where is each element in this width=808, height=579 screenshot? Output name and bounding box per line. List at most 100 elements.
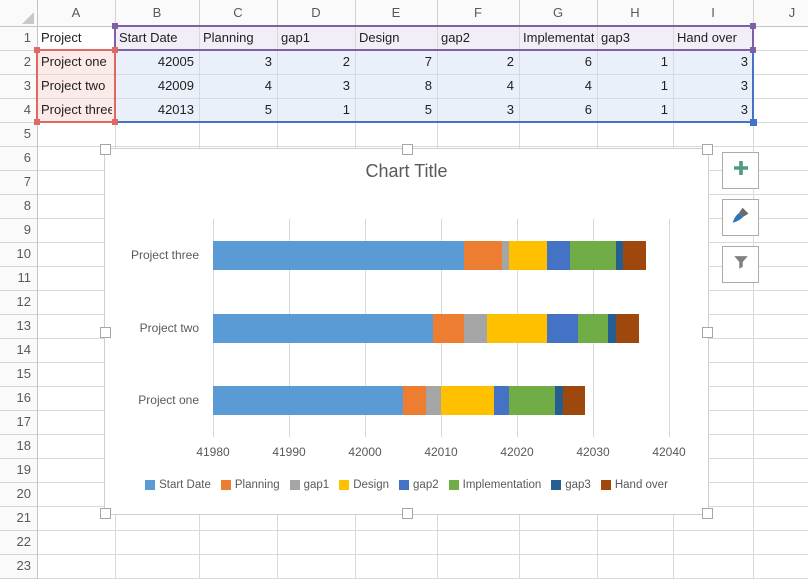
category-range-handle[interactable] — [112, 119, 118, 125]
cell-value[interactable]: 3 — [740, 54, 748, 69]
chart-resize-handle[interactable] — [702, 144, 713, 155]
legend-item[interactable]: Start Date — [145, 479, 211, 491]
row-header-5[interactable]: 5 — [23, 126, 31, 141]
chart-resize-handle[interactable] — [402, 508, 413, 519]
bar-segment-planning[interactable] — [463, 240, 502, 270]
bar-segment-design[interactable] — [509, 240, 548, 270]
cell-value[interactable]: 6 — [584, 102, 592, 117]
value-range-handle[interactable] — [749, 118, 757, 126]
x-axis-tick-label[interactable]: 42010 — [424, 445, 458, 459]
cell-value[interactable]: 4 — [506, 78, 514, 93]
category-axis-label[interactable]: Project two — [139, 320, 199, 335]
chart-title[interactable]: Chart Title — [365, 161, 448, 181]
cell-header[interactable]: Project — [41, 30, 82, 45]
column-header-d[interactable]: D — [311, 5, 321, 20]
legend-item[interactable]: gap1 — [289, 479, 329, 491]
row-header-13[interactable]: 13 — [16, 318, 31, 333]
cell-header[interactable]: Start Date — [119, 30, 178, 45]
cell-value[interactable]: 4 — [264, 78, 272, 93]
row-header-15[interactable]: 15 — [16, 366, 31, 381]
bar-segment-gap2[interactable] — [547, 313, 578, 343]
category-axis-label[interactable]: Project three — [130, 247, 199, 262]
category-axis-label[interactable]: Project one — [138, 393, 199, 408]
cell-header[interactable]: Design — [359, 30, 400, 45]
column-header-g[interactable]: G — [552, 5, 564, 20]
chart-resize-handle[interactable] — [402, 144, 413, 155]
row-header-3[interactable]: 3 — [23, 78, 31, 93]
row-header-9[interactable]: 9 — [23, 222, 31, 237]
cell-value[interactable]: 3 — [740, 78, 748, 93]
bar-segment-start-date[interactable] — [213, 240, 464, 270]
chart-object[interactable]: Chart Title 41980 41990 42000 42010 42020 420… — [100, 144, 713, 519]
chart-resize-handle[interactable] — [100, 327, 111, 338]
legend-item[interactable]: Hand over — [600, 479, 668, 491]
legend-item[interactable]: Design — [339, 479, 389, 491]
chart-legend[interactable]: Start Date Planning gap1 Design gap2 Implemen… — [105, 479, 708, 491]
cell-value[interactable]: 42009 — [157, 78, 194, 93]
bar-segment-hand-over[interactable] — [623, 240, 647, 270]
row-header-1[interactable]: 1 — [23, 30, 31, 45]
row-header-22[interactable]: 22 — [16, 534, 31, 549]
column-header-c[interactable]: C — [233, 5, 243, 20]
cell-header[interactable]: Planning — [203, 30, 254, 45]
cell-project-name[interactable]: Project three — [41, 102, 112, 117]
row-header-17[interactable]: 17 — [16, 414, 31, 429]
category-range-handle[interactable] — [112, 47, 118, 53]
bar-segment-gap1[interactable] — [425, 386, 441, 416]
row-header-6[interactable]: 6 — [23, 150, 31, 165]
cell-value[interactable]: 1 — [660, 54, 668, 69]
cell-value[interactable]: 1 — [342, 102, 350, 117]
row-header-8[interactable]: 8 — [23, 198, 31, 213]
cell-value[interactable]: 5 — [424, 102, 432, 117]
cell-value[interactable]: 2 — [342, 54, 350, 69]
cell-value[interactable]: 8 — [424, 78, 432, 93]
chart-resize-handle[interactable] — [100, 508, 111, 519]
row-header-16[interactable]: 16 — [16, 390, 31, 405]
x-axis-tick-label[interactable]: 41980 — [196, 445, 230, 459]
cell-header[interactable]: gap3 — [601, 30, 630, 45]
row-header-18[interactable]: 18 — [16, 438, 31, 453]
bar-segment-start-date[interactable] — [213, 313, 434, 343]
cell-project-name[interactable]: Project two — [41, 78, 106, 93]
cell-header[interactable]: Hand over — [677, 30, 737, 45]
row-header-23[interactable]: 23 — [16, 558, 31, 573]
cell-header[interactable]: Implementation — [523, 30, 594, 45]
cell-project-name[interactable]: Project one — [41, 54, 107, 69]
legend-item[interactable]: Planning — [220, 479, 280, 491]
select-all-button[interactable] — [0, 0, 37, 26]
legend-item[interactable]: gap3 — [551, 479, 591, 491]
cell-header[interactable]: gap2 — [441, 30, 470, 45]
cell-value[interactable]: 5 — [264, 102, 272, 117]
series-name-range-handle[interactable] — [112, 23, 118, 29]
row-header-4[interactable]: 4 — [23, 102, 31, 117]
cell-value[interactable]: 3 — [506, 102, 514, 117]
cell-value[interactable]: 2 — [506, 54, 514, 69]
cell-header[interactable]: gap1 — [281, 30, 310, 45]
cell-value[interactable]: 42005 — [157, 54, 194, 69]
row-header-10[interactable]: 10 — [16, 246, 31, 261]
bar-segment-gap2[interactable] — [494, 386, 510, 416]
cell-value[interactable]: 1 — [660, 102, 668, 117]
chart-resize-handle[interactable] — [100, 144, 111, 155]
row-header-14[interactable]: 14 — [16, 342, 31, 357]
bar-segment-gap3[interactable] — [615, 240, 624, 270]
bar-segment-gap2[interactable] — [547, 240, 571, 270]
row-header-12[interactable]: 12 — [16, 294, 31, 309]
row-header-7[interactable]: 7 — [23, 174, 31, 189]
row-header-19[interactable]: 19 — [16, 462, 31, 477]
chart-filters-button[interactable] — [722, 246, 759, 283]
series-name-range-handle[interactable] — [750, 23, 756, 29]
column-header-e[interactable]: E — [391, 5, 401, 20]
cell-value[interactable]: 42013 — [157, 102, 194, 117]
bar-segment-gap3[interactable] — [608, 313, 616, 343]
column-header-i[interactable]: I — [711, 5, 715, 20]
column-header-b[interactable]: B — [152, 5, 162, 20]
cell-value[interactable]: 3 — [264, 54, 272, 69]
bar-segment-design[interactable] — [441, 386, 495, 416]
bar-segment-design[interactable] — [486, 313, 548, 343]
cell-value[interactable]: 4 — [584, 78, 592, 93]
legend-item[interactable]: Implementation — [448, 479, 541, 491]
row-header-20[interactable]: 20 — [16, 486, 31, 501]
cell-value[interactable]: 1 — [660, 78, 668, 93]
x-axis-tick-label[interactable]: 42030 — [576, 445, 610, 459]
